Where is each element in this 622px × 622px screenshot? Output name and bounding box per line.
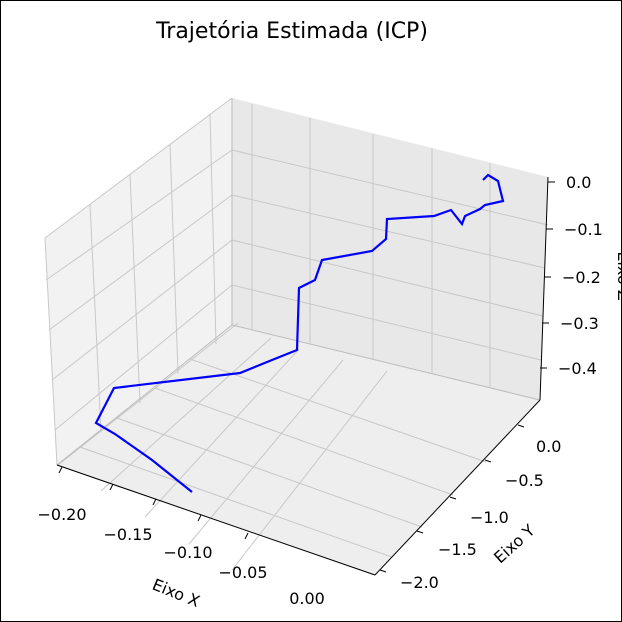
pane-edge <box>56 324 233 466</box>
grid-line-x-left <box>129 173 141 404</box>
grid-line-x-left <box>89 203 102 433</box>
grid-line-z-left <box>54 284 233 431</box>
x-tick-label: 0.00 <box>289 589 325 608</box>
z-tick-label: 0.0 <box>566 173 591 192</box>
y-tick <box>484 459 492 463</box>
x-tick <box>152 498 157 506</box>
x-axis-line <box>56 464 376 576</box>
trajectory-line <box>94 173 505 493</box>
x-axis-label: Eixo X <box>150 575 203 611</box>
grid-line-y <box>154 387 454 496</box>
grid-line-x <box>100 337 272 492</box>
grid-line-z-left <box>44 97 233 239</box>
grid-line-z-back <box>231 284 542 361</box>
grid-line-z-back <box>231 194 546 269</box>
grid-line-z-back <box>231 149 549 226</box>
grid-line-x <box>188 359 344 545</box>
chart-title: Trajetória Estimada (ICP) <box>155 19 428 44</box>
x-tick-label: −0.20 <box>37 505 86 524</box>
axis-ticks: −0.20 −0.15 −0.10 −0.05 0.00 −2.0 −1.5 −1.0 −0.5… <box>37 173 602 608</box>
z-axis-line <box>539 176 549 401</box>
grid-line-x <box>144 348 300 518</box>
x-tick-label: −0.10 <box>163 543 212 562</box>
grid-line-x-left <box>44 237 58 466</box>
grid-line-y <box>79 446 393 558</box>
pane-edge <box>231 324 541 401</box>
y-tick <box>416 530 424 534</box>
z-axis-label: Eixo Z <box>614 251 622 300</box>
grid-line-z-left <box>48 194 233 331</box>
grid-line-z-left <box>51 239 233 381</box>
y-tick <box>517 424 525 428</box>
y-tick-label: 0.0 <box>536 437 561 456</box>
grid-line-z-left <box>45 149 233 281</box>
y-tick-label: −1.0 <box>470 508 509 527</box>
x-tick <box>197 514 202 522</box>
x-tick <box>109 483 114 491</box>
y-tick-label: −1.5 <box>438 540 477 559</box>
x-tick-label: −0.15 <box>103 525 152 544</box>
grid-line-x <box>231 370 388 571</box>
grid-line-x <box>57 322 239 466</box>
grid-line-x-left <box>209 113 217 345</box>
floor-pane <box>57 325 540 575</box>
z-tick-label: −0.4 <box>558 359 597 378</box>
x-tick-label: −0.05 <box>218 563 267 582</box>
grid-line-y <box>189 358 487 463</box>
back-pane <box>232 98 548 400</box>
y-tick-label: −2.0 <box>400 573 439 592</box>
x-tick <box>244 532 249 540</box>
left-pane <box>45 98 232 465</box>
grid-line-x-left <box>169 143 179 375</box>
y-tick <box>379 569 387 573</box>
z-tick-label: −0.3 <box>560 314 599 333</box>
x-tick <box>58 466 63 474</box>
z-tick-label: −0.2 <box>562 268 601 287</box>
y-tick <box>449 496 457 500</box>
grid-line-z-back <box>231 239 544 317</box>
z-tick-label: −0.1 <box>564 220 603 239</box>
y-tick-label: −0.5 <box>505 471 544 490</box>
grid-line-y <box>116 417 423 528</box>
y-axis-line <box>374 399 541 576</box>
y-axis-label: Eixo Y <box>490 521 539 568</box>
